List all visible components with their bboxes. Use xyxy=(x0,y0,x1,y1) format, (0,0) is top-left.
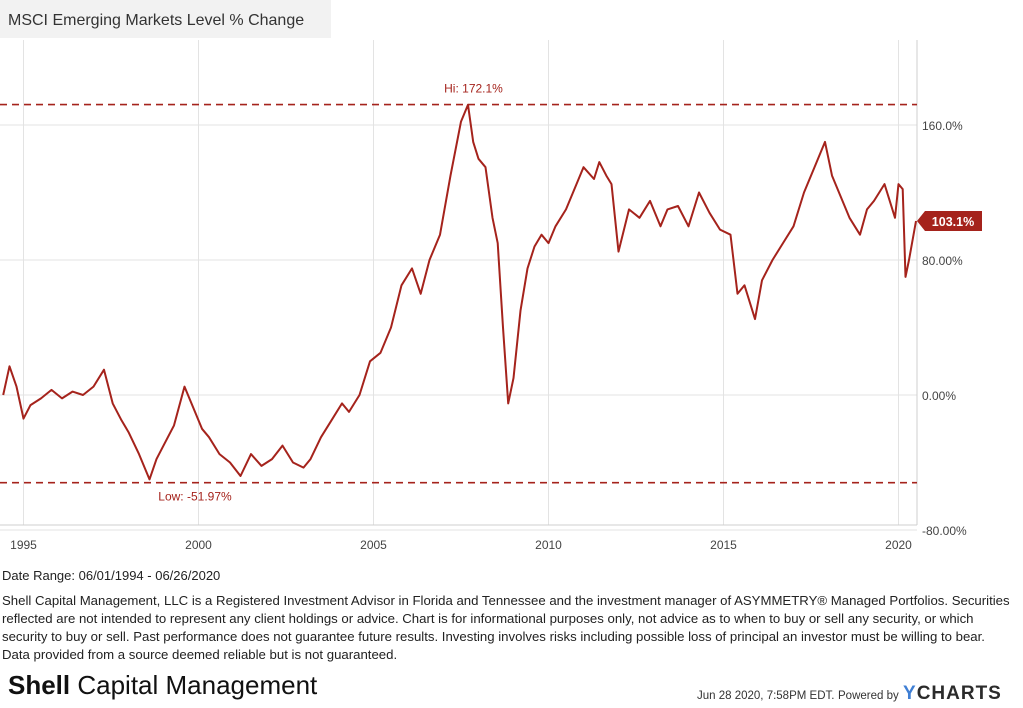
x-tick-label: 2015 xyxy=(710,538,737,552)
brand-logo-rest: Capital Management xyxy=(70,670,318,700)
y-tick-label: -80.00% xyxy=(922,524,967,538)
timestamp: Jun 28 2020, 7:58PM EDT. xyxy=(697,690,835,702)
last-value-label: 103.1% xyxy=(932,215,974,229)
powered-by: Powered by xyxy=(838,690,899,702)
ycharts-logo[interactable]: YCHARTS xyxy=(903,683,1002,705)
x-tick-label: 2000 xyxy=(185,538,212,552)
ycharts-logo-y: Y xyxy=(903,683,917,704)
date-range: Date Range: 06/01/1994 - 06/26/2020 xyxy=(2,568,221,583)
chart-title: MSCI Emerging Markets Level % Change xyxy=(8,12,304,29)
last-value-badge xyxy=(917,211,982,232)
x-tick-label: 2010 xyxy=(535,538,562,552)
brand-logo-bold: Shell xyxy=(8,670,71,700)
low-label: Low: -51.97% xyxy=(158,490,232,504)
x-tick-label: 1995 xyxy=(10,538,37,552)
disclaimer: Shell Capital Management, LLC is a Regis… xyxy=(2,593,1010,662)
x-tick-label: 2020 xyxy=(885,538,912,552)
title-background xyxy=(0,0,331,38)
series-layer xyxy=(2,103,917,481)
labels-layer: Hi: 172.1% Low: -51.97% 103.1% xyxy=(158,82,982,504)
y-tick-label: 160.0% xyxy=(922,119,963,133)
axes: 160.0% 80.00% 0.00% -80.00% 1995 2000 2005 2010… xyxy=(0,40,967,552)
ycharts-logo-text: CHARTS xyxy=(916,683,1002,704)
series-line xyxy=(2,103,917,481)
brand-logo: Shell Capital Management xyxy=(8,670,317,701)
y-tick-label: 0.00% xyxy=(922,389,956,403)
reference-lines xyxy=(0,103,917,484)
chart: MSCI Emerging Markets Level % Change 160… xyxy=(0,0,982,552)
hi-label: Hi: 172.1% xyxy=(444,82,503,96)
x-tick-label: 2005 xyxy=(360,538,387,552)
y-tick-label: 80.00% xyxy=(922,254,963,268)
gridlines xyxy=(0,40,917,531)
